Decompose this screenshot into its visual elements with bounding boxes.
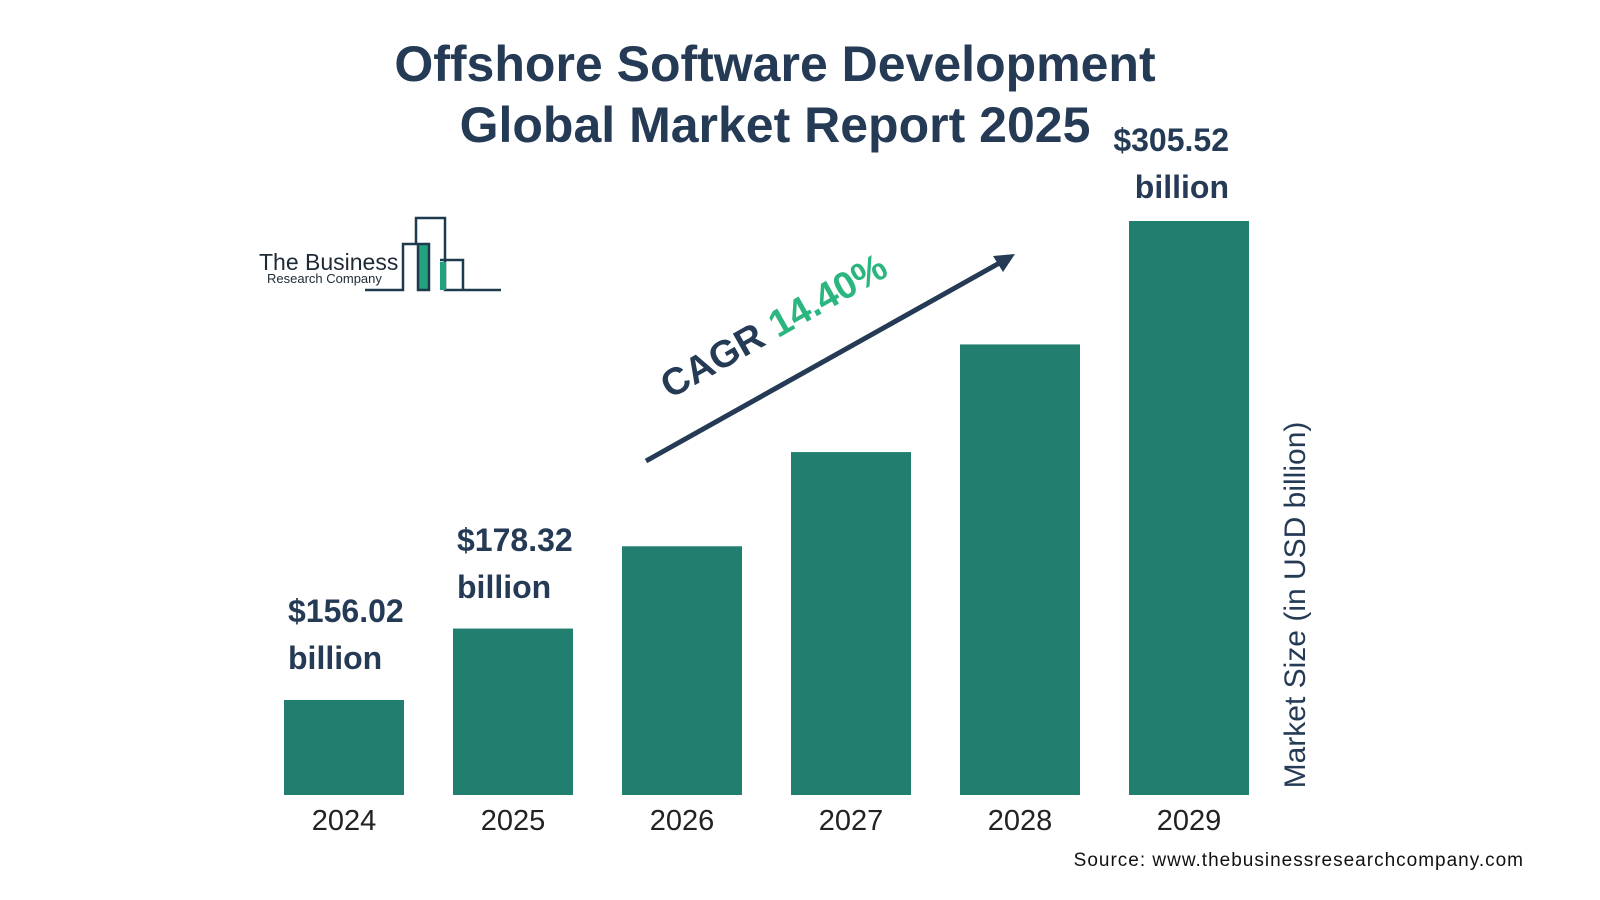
cagr-arrow: [644, 254, 1015, 464]
bar: [960, 344, 1080, 795]
value-label: $156.02 billion: [288, 593, 404, 676]
logo-bar: [416, 242, 431, 292]
bar: [284, 700, 404, 795]
x-tick-label: 2026: [650, 805, 715, 837]
x-tick-label: 2025: [481, 805, 546, 837]
logo-text: The Business: [259, 249, 398, 275]
chart-title: Offshore Software Development Global Mar…: [394, 36, 1156, 153]
value-label: $178.32 billion: [457, 521, 573, 605]
y-axis-label: Market Size (in USD billion): [1279, 422, 1312, 789]
value-label: $305.52 billion: [1113, 122, 1229, 205]
logo-text: Research Company: [267, 271, 382, 286]
bar: [453, 628, 573, 795]
bar: [1129, 221, 1249, 795]
x-tick-label: 2029: [1157, 805, 1222, 837]
x-tick-label: 2028: [988, 805, 1053, 837]
logo-outline: [440, 258, 465, 290]
bar: [622, 546, 742, 795]
cagr-text: CAGR: [654, 315, 772, 407]
arrow-line: [644, 258, 1005, 464]
cagr-annotation: CAGR14.40%: [654, 246, 895, 407]
source: Source: www.thebusinessresearchcompany.c…: [1073, 850, 1524, 871]
logo-bar: [440, 262, 446, 290]
arrow-head: [993, 254, 1015, 272]
bar: [791, 452, 911, 795]
x-tick-label: 2027: [819, 805, 884, 837]
x-tick-label: 2024: [312, 805, 377, 837]
logo: [365, 216, 501, 292]
